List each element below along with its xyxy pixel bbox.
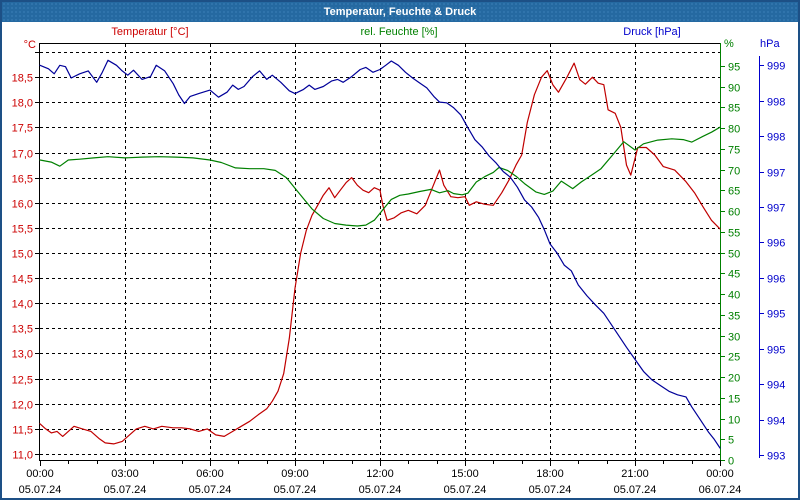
- pressure-tick-label: 994: [767, 416, 785, 428]
- pressure-tick-label: 993: [767, 451, 785, 463]
- x-axis-time-label: 00:00: [706, 468, 734, 480]
- window-title-bar: Temperatur, Feuchte & Druck: [2, 2, 798, 22]
- x-axis-date-label: 05.07.24: [614, 484, 657, 496]
- temperature-tick-label: 16,5: [12, 174, 33, 186]
- temperature-tick-label: 13,0: [12, 349, 33, 361]
- x-axis-time-label: 21:00: [621, 468, 649, 480]
- humidity-tick-label: 55: [728, 228, 740, 240]
- humidity-tick-label: 30: [728, 332, 740, 344]
- x-axis-date-label: 05.07.24: [274, 484, 317, 496]
- pressure-tick-label: 997: [767, 203, 785, 215]
- temperature-tick-label: 16,0: [12, 199, 33, 211]
- temperature-axis-title: Temperatur [°C]: [111, 26, 189, 38]
- humidity-tick-label: 25: [728, 352, 740, 364]
- temperature-tick-label: 11,0: [12, 450, 33, 462]
- humidity-tick-label: 50: [728, 249, 740, 261]
- window-title: Temperatur, Feuchte & Druck: [323, 6, 477, 18]
- pressure-axis-title: Druck [hPa]: [623, 26, 681, 38]
- humidity-tick-label: 10: [728, 415, 740, 427]
- pressure-tick-label: 998: [767, 97, 785, 109]
- pressure-tick-label: 998: [767, 132, 785, 144]
- temperature-tick-label: 18,5: [12, 73, 33, 85]
- series-line-rel-feuchte: [39, 126, 721, 227]
- humidity-tick-label: 45: [728, 269, 740, 281]
- x-axis-time-label: 18:00: [536, 468, 564, 480]
- x-axis-date-label: 05.07.24: [444, 484, 487, 496]
- humidity-tick-label: 70: [728, 166, 740, 178]
- pressure-tick-label: 996: [767, 238, 785, 250]
- x-axis-date-label: 05.07.24: [359, 484, 402, 496]
- pressure-tick-label: 994: [767, 380, 785, 392]
- series-druck: [39, 59, 721, 449]
- humidity-tick-label: 95: [728, 62, 740, 74]
- x-axis: 00:00 05.07.24 03:00 05.07.24 06:00 05.07.24 0…: [19, 460, 742, 496]
- pressure-tick-label: 999: [767, 61, 785, 73]
- pressure-tick-label: 996: [767, 274, 785, 286]
- humidity-tick-label: 85: [728, 103, 740, 115]
- plot-frame: [39, 43, 720, 461]
- x-axis-time-label: 03:00: [111, 468, 139, 480]
- hpa-unit-label: hPa: [760, 38, 780, 50]
- x-axis-date-label: 05.07.24: [189, 484, 232, 496]
- series-temperatur: [39, 62, 721, 445]
- x-axis-time-label: 12:00: [366, 468, 394, 480]
- humidity-tick-label: 90: [728, 83, 740, 95]
- percent-unit-label: %: [724, 38, 734, 50]
- temperature-tick-label: 13,5: [12, 324, 33, 336]
- temperature-tick-label: 17,5: [12, 123, 33, 135]
- temperature-tick-label: 12,0: [12, 400, 33, 412]
- humidity-tick-label: 35: [728, 311, 740, 323]
- temperature-tick-label: 14,0: [12, 299, 33, 311]
- x-axis-time-label: 15:00: [451, 468, 479, 480]
- x-axis-time-label: 09:00: [281, 468, 309, 480]
- temperature-tick-label: 15,0: [12, 249, 33, 261]
- humidity-tick-label: 15: [728, 394, 740, 406]
- series-line-temperatur: [39, 62, 721, 445]
- humidity-tick-label: 60: [728, 207, 740, 219]
- humidity-tick-label: 80: [728, 124, 740, 136]
- temperature-axis: 18,5 18,0 17,5 17,0 16,5 16,0 15,5 15,0 14,5 14,0…: [12, 52, 39, 462]
- temperature-tick-label: 15,5: [12, 224, 33, 236]
- celsius-unit-label: °C: [23, 39, 36, 51]
- x-axis-time-label: 06:00: [196, 468, 224, 480]
- x-axis-date-label: 06.07.24: [699, 484, 742, 496]
- humidity-tick-label: 75: [728, 145, 740, 157]
- temperature-tick-label: 11,5: [12, 425, 33, 437]
- temperature-tick-label: 17,0: [12, 149, 33, 161]
- series-rel-feuchte: [39, 126, 721, 227]
- pressure-tick-label: 995: [767, 345, 785, 357]
- x-axis-date-label: 05.07.24: [529, 484, 572, 496]
- pressure-axis: 999 998 998 997 997 996 996 995 995 994 994 993: [759, 56, 785, 463]
- humidity-axis-title: rel. Feuchte [%]: [360, 26, 438, 38]
- humidity-tick-label: 40: [728, 290, 740, 302]
- humidity-tick-label: 0: [728, 456, 734, 468]
- series-line-druck: [39, 59, 721, 449]
- pressure-tick-label: 997: [767, 168, 785, 180]
- humidity-tick-label: 5: [728, 435, 734, 447]
- x-axis-date-label: 05.07.24: [104, 484, 147, 496]
- gridlines: [40, 44, 720, 460]
- temperature-tick-label: 14,5: [12, 274, 33, 286]
- humidity-tick-label: 20: [728, 373, 740, 385]
- temperature-tick-label: 12,5: [12, 375, 33, 387]
- humidity-tick-label: 65: [728, 186, 740, 198]
- pressure-tick-label: 995: [767, 309, 785, 321]
- temperature-tick-label: 18,0: [12, 98, 33, 110]
- x-axis-date-label: 05.07.24: [19, 484, 62, 496]
- x-axis-time-label: 00:00: [26, 468, 54, 480]
